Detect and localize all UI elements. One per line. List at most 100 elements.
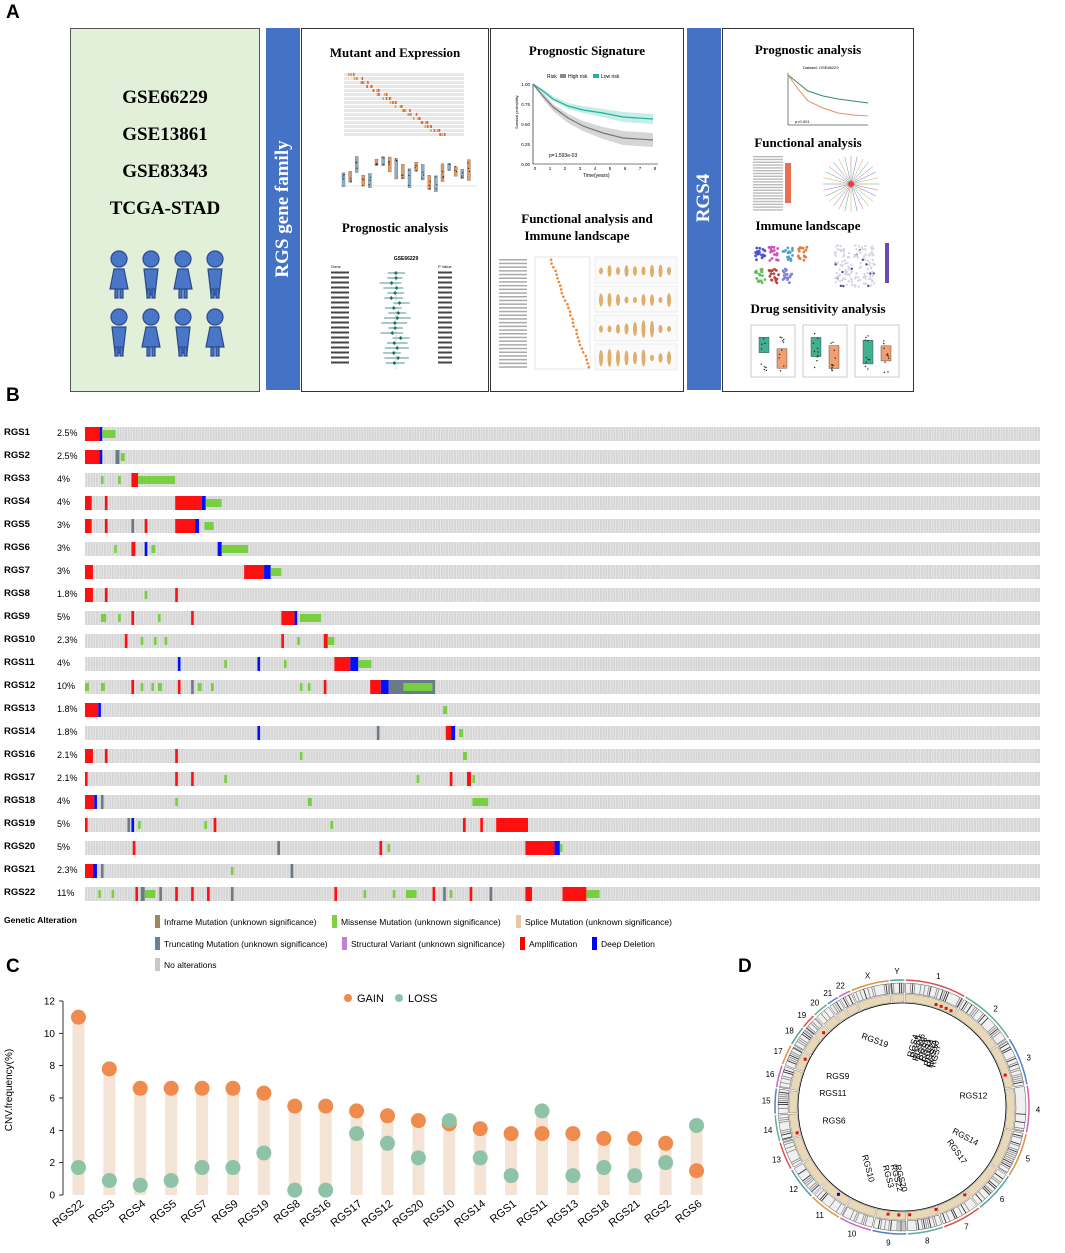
circos-chrom-label: 22 — [836, 982, 845, 991]
cnv-loss-point — [565, 1168, 581, 1184]
oncoprint-row-alterations — [84, 450, 1038, 464]
oncoprint-alteration — [297, 637, 300, 645]
title-prognostic-analysis-2: Prognostic analysis — [754, 42, 862, 57]
oncoprint-row-bg — [85, 450, 1040, 464]
cnv-loss-point — [256, 1145, 272, 1161]
cnv-gain-point — [596, 1130, 612, 1146]
oncoprint-percent: 2.5% — [57, 451, 78, 461]
oncoprint-alteration — [114, 545, 117, 553]
oncoprint-alteration — [489, 887, 493, 901]
oncoprint-row-alterations — [84, 427, 1038, 441]
legend-missense: Missense Mutation (unknown significance) — [332, 915, 501, 928]
oncoprint-alteration — [443, 887, 446, 901]
person-icon — [110, 308, 128, 357]
km-ytick: 1.00 — [521, 82, 530, 87]
person-icon — [173, 250, 193, 299]
cnv-loss-point — [318, 1182, 334, 1198]
oncoprint-alteration — [469, 887, 473, 901]
circos-gene-label: RGS11 — [819, 1088, 847, 1098]
oncoprint-alteration — [100, 795, 104, 809]
cnv-loss-point — [658, 1155, 674, 1171]
cnv-xtick-label: RGS20 — [390, 1198, 426, 1230]
oncoprint-gene-label: RGS5 — [4, 519, 30, 530]
thumb-km-curve: Risk High risk Low risk 1.00 0.75 0.50 0.25… — [514, 74, 658, 179]
oncoprint-row-bg — [85, 887, 1040, 901]
oncoprint-alteration — [334, 887, 338, 901]
km-xtick: 7 — [639, 166, 642, 171]
oncoprint-alteration — [299, 683, 303, 691]
circos-gene-marker — [897, 1213, 901, 1217]
oncoprint-alteration — [144, 519, 148, 533]
oncoprint-alteration — [363, 890, 367, 898]
oncoprint-row-bg — [85, 841, 1040, 855]
legend-amplification: Amplification — [520, 937, 577, 950]
oncoprint-alteration — [207, 887, 210, 901]
legend-structural-label: Structural Variant (unknown significance… — [351, 938, 505, 949]
band-rgs-family: RGS gene family — [266, 28, 300, 390]
box-rgs4-analysis: Prognostic analysis Dataset: GSE66229 p<… — [722, 28, 914, 392]
oncoprint-alteration — [205, 499, 222, 507]
oncoprint-alteration — [135, 887, 139, 901]
legend-no-alterations-label: No alterations — [164, 959, 217, 970]
circos-chrom-arc — [774, 1088, 778, 1114]
legend-inframe-label: Inframe Mutation (unknown significance) — [164, 916, 317, 927]
oncoprint-sample-stripes — [84, 841, 1038, 855]
circos-gene-label: RGS9 — [826, 1071, 849, 1081]
cnv-xtick-label: RGS5 — [148, 1198, 179, 1226]
circos-chrom-label: 10 — [847, 1229, 856, 1238]
oncoprint-alteration — [175, 588, 178, 602]
km-ytick: 0.25 — [521, 142, 530, 147]
cnv-stem — [566, 1133, 579, 1195]
oncoprint-row-bg — [85, 749, 1040, 763]
oncoprint-percent: 1.8% — [57, 589, 78, 599]
oncoprint-row-alterations — [84, 726, 1038, 740]
oncoprint-row-bg — [85, 726, 1040, 740]
oncoprint-alteration — [85, 772, 88, 786]
oncoprint-gene-label: RGS18 — [4, 795, 36, 806]
km-xtick: 6 — [624, 166, 627, 171]
oncoprint-alteration — [85, 565, 93, 579]
oncoprint-alteration — [99, 450, 103, 464]
cnv-gain-point — [565, 1126, 581, 1142]
oncoprint-alteration — [131, 818, 135, 832]
oncoprint-alteration — [115, 450, 120, 464]
circos-chrom-label: 17 — [774, 1047, 783, 1056]
oncoprint-alteration — [94, 795, 97, 809]
oncoprint-gene-label: RGS16 — [4, 749, 36, 760]
oncoprint-alteration — [197, 683, 202, 691]
cnv-loss-point — [287, 1182, 303, 1198]
legend-amplification-label: Amplification — [529, 938, 578, 949]
panel-label-a: A — [6, 2, 20, 23]
band-rgs4: RGS4 — [687, 28, 721, 390]
cnv-gain-point — [70, 1009, 86, 1025]
oncoprint-alteration — [330, 821, 334, 829]
oncoprint-sample-stripes — [84, 450, 1038, 464]
oncoprint-alteration — [85, 818, 88, 832]
cnv-xtick-label: RGS18 — [576, 1198, 612, 1230]
oncoprint-sample-stripes — [84, 772, 1038, 786]
oncoprint-alteration — [281, 611, 295, 625]
oncoprint-sample-stripes — [84, 657, 1038, 671]
oncoprint-row-alterations — [84, 772, 1038, 786]
circos-gene-marker — [1003, 1073, 1007, 1077]
cnv-gain-point — [349, 1103, 365, 1119]
oncoprint-row-bg — [85, 680, 1040, 694]
cnv-gain-point — [101, 1061, 117, 1077]
cnv-loss-point — [349, 1126, 365, 1142]
cnv-stem — [443, 1120, 456, 1195]
circos-chrom-label: 13 — [772, 1155, 781, 1164]
km-xtick: 1 — [549, 166, 552, 171]
oncoprint-alteration — [472, 798, 489, 806]
oncoprint-sample-stripes — [84, 496, 1038, 510]
cnv-xtick-label: RGS7 — [179, 1198, 210, 1226]
oncoprint-alteration — [586, 890, 600, 898]
oncoprint-gene-label: RGS11 — [4, 657, 35, 668]
cnv-stem — [505, 1133, 518, 1195]
cnv-loss-point — [101, 1172, 117, 1188]
cnv-ytick-label: 2 — [49, 1158, 55, 1169]
oncoprint-alteration — [120, 453, 125, 461]
oncoprint-gene-label: RGS22 — [4, 887, 36, 898]
circos-inner-track — [1004, 1087, 1016, 1130]
legend-truncating: Truncating Mutation (unknown significanc… — [155, 937, 328, 950]
legend-structural-swatch — [342, 937, 347, 950]
